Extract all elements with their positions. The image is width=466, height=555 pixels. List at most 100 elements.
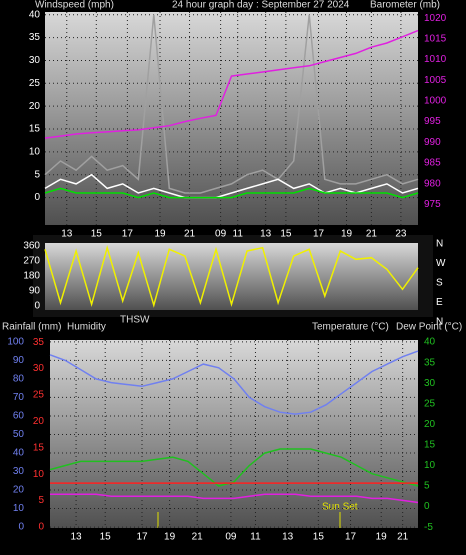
x-tick-label: 21	[184, 229, 196, 240]
y2-tick-label: 40	[424, 337, 436, 348]
y-tick-label: 35	[29, 32, 41, 43]
y3-tick-label: 30	[33, 363, 45, 374]
y-tick-label: 20	[13, 485, 25, 496]
y-tick-label: 0	[34, 192, 40, 203]
y-tick-label: 10	[13, 503, 25, 514]
y-tick-label: 360	[23, 241, 40, 252]
y4-axis-label: Dew Point (°C)	[396, 322, 462, 333]
y2-tick-label: W	[436, 258, 446, 269]
y2-tick-label: N	[436, 317, 443, 328]
x-tick-label: 13	[71, 532, 83, 543]
y3-tick-label: 20	[33, 416, 45, 427]
y2-tick-label: N	[436, 239, 443, 250]
series-line	[49, 448, 419, 487]
x-tick-label: 17	[136, 532, 148, 543]
y-tick-label: 20	[29, 101, 41, 112]
x-tick-label: 11	[233, 229, 244, 240]
y3-axis-label: Rainfall (mm)	[2, 322, 61, 333]
y-tick-label: 10	[29, 147, 41, 158]
y2-tick-label: 20	[424, 419, 436, 430]
y-tick-label: 40	[13, 448, 25, 459]
series-line	[44, 187, 419, 199]
y3-tick-label: 10	[33, 469, 45, 480]
y2-tick-label: 975	[424, 199, 441, 210]
x-tick-label: 19	[154, 229, 166, 240]
y-axis-label: Humidity	[67, 322, 106, 333]
chart-title: 24 hour graph day : September 27 2024	[172, 0, 350, 11]
y2-tick-label: 30	[424, 378, 436, 389]
y2-tick-label: 985	[424, 158, 441, 169]
y2-tick-label: 1020	[424, 13, 447, 24]
y-tick-label: 25	[29, 78, 41, 89]
y2-tick-label: 35	[424, 357, 436, 368]
x-tick-label: 09	[225, 532, 237, 543]
y2-tick-label: 1015	[424, 34, 447, 45]
plot-area	[45, 243, 418, 310]
y-tick-label: 0	[34, 301, 40, 312]
y3-tick-label: 25	[33, 390, 45, 401]
x-tick-label: 15	[313, 532, 325, 543]
y-tick-label: 40	[29, 9, 41, 20]
y-tick-label: 60	[13, 411, 25, 422]
y2-tick-label: 980	[424, 178, 441, 189]
x-tick-label: 21	[366, 229, 378, 240]
x-tick-label: 13	[260, 229, 272, 240]
y-tick-label: 90	[13, 355, 25, 366]
y2-axis-label: Barometer (mb)	[370, 0, 440, 11]
x-tick-label: 13	[282, 532, 294, 543]
x-tick-label: 21	[192, 532, 204, 543]
y-tick-label: 5	[34, 169, 40, 180]
x-tick-label: 17	[345, 532, 357, 543]
x-tick-label: 17	[122, 229, 134, 240]
y-tick-label: 15	[29, 124, 41, 135]
y2-tick-label: 25	[424, 398, 436, 409]
y-tick-label: 90	[29, 286, 41, 297]
x-tick-label: 09	[215, 229, 227, 240]
y2-tick-label: S	[436, 278, 443, 289]
series-line	[49, 350, 419, 415]
x-tick-label: 21	[397, 532, 409, 543]
x-tick-label: 19	[341, 229, 353, 240]
y2-tick-label: 995	[424, 116, 441, 127]
y-tick-label: 80	[13, 374, 25, 385]
y2-tick-label: 1010	[424, 54, 447, 65]
y2-tick-label: 1000	[424, 96, 447, 107]
y-tick-label: 30	[29, 55, 41, 66]
y2-tick-label: -5	[424, 522, 433, 533]
y2-tick-label: 990	[424, 137, 441, 148]
plot-area	[45, 12, 418, 225]
x-tick-label: 19	[164, 532, 176, 543]
annotation: Sun Set	[322, 502, 358, 513]
annotation: THSW	[120, 315, 150, 326]
y2-axis-label: Temperature (°C)	[312, 322, 389, 333]
x-tick-label: 11	[250, 532, 261, 543]
y-axis-label: Windspeed (mph)	[35, 0, 114, 11]
series-line	[44, 29, 419, 139]
y-tick-label: 180	[23, 271, 40, 282]
y2-tick-label: E	[436, 297, 443, 308]
series-line	[44, 244, 419, 308]
series-line	[50, 493, 419, 504]
x-tick-label: 15	[91, 229, 103, 240]
y-tick-label: 270	[23, 256, 40, 267]
y3-tick-label: 35	[33, 337, 45, 348]
y-tick-label: 70	[13, 392, 25, 403]
x-tick-label: 13	[61, 229, 73, 240]
x-tick-label: 17	[313, 229, 325, 240]
y2-tick-label: 5	[424, 481, 430, 492]
x-tick-label: 19	[376, 532, 388, 543]
x-tick-label: 23	[395, 229, 407, 240]
y2-tick-label: 10	[424, 460, 436, 471]
x-tick-label: 15	[100, 532, 112, 543]
y-tick-label: 0	[18, 522, 24, 533]
y-tick-label: 50	[13, 429, 25, 440]
y2-tick-label: 15	[424, 440, 436, 451]
x-tick-label: 15	[280, 229, 292, 240]
y3-tick-label: 5	[38, 495, 44, 506]
y2-tick-label: 1005	[424, 75, 447, 86]
y2-tick-label: 0	[424, 501, 430, 512]
y-tick-label: 30	[13, 466, 25, 477]
y-tick-label: 100	[7, 336, 24, 347]
y3-tick-label: 15	[33, 442, 45, 453]
